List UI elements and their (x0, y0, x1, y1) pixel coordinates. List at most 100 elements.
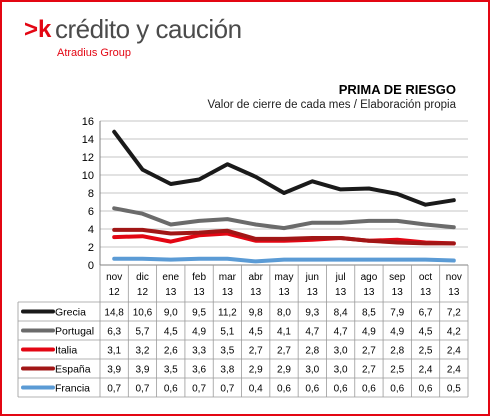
data-label: 4,5 (164, 327, 178, 338)
x-tick-label-year: 13 (194, 287, 206, 298)
x-tick-label-month: may (275, 272, 294, 283)
data-label: 2,6 (164, 346, 178, 357)
data-label: 8,5 (362, 308, 376, 319)
data-label: 0,4 (249, 384, 263, 395)
data-label: 3,9 (136, 365, 150, 376)
x-tick-label-month: jun (305, 272, 319, 283)
series-line-portugal (112, 206, 456, 231)
data-label: 4,7 (305, 327, 319, 338)
y-tick-label: 16 (82, 116, 94, 128)
data-label: 2,9 (277, 365, 291, 376)
data-label: 3,2 (136, 346, 150, 357)
data-label: 7,9 (390, 308, 404, 319)
data-label: 4,1 (277, 327, 291, 338)
series-line-grecia (112, 129, 456, 207)
data-label: 4,7 (334, 327, 348, 338)
data-label: 7,2 (447, 308, 461, 319)
data-label: 3,8 (220, 365, 234, 376)
y-tick-label: 4 (88, 224, 94, 236)
data-label: 3,5 (164, 365, 178, 376)
series-line-francia (112, 256, 456, 264)
data-label: 2,7 (277, 346, 291, 357)
x-tick-label-year: 12 (137, 287, 149, 298)
data-label: 6,7 (419, 308, 433, 319)
data-label: 3,3 (192, 346, 206, 357)
data-label: 0,6 (362, 384, 376, 395)
logo-mark: >k (24, 16, 52, 43)
data-label: 4,9 (362, 327, 376, 338)
data-label: 3,0 (305, 365, 319, 376)
x-tick-label-month: sep (389, 272, 406, 283)
chart-subtitle: Valor de cierre de cada mes / Elaboració… (207, 99, 456, 111)
x-tick-label-month: nov (106, 272, 122, 283)
data-label: 0,6 (164, 384, 178, 395)
data-label: 0,6 (277, 384, 291, 395)
data-label: 9,0 (164, 308, 178, 319)
x-tick-label-year: 13 (222, 287, 234, 298)
y-tick-label: 0 (88, 260, 94, 272)
y-tick-label: 14 (82, 134, 94, 146)
legend-label: Francia (55, 383, 90, 395)
x-tick-label-year: 13 (392, 287, 404, 298)
data-label: 0,7 (107, 384, 121, 395)
data-label: 4,5 (249, 327, 263, 338)
data-label: 2,4 (419, 365, 433, 376)
data-label: 2,9 (249, 365, 263, 376)
data-label: 3,1 (107, 346, 121, 357)
data-label: 2,7 (362, 346, 376, 357)
x-tick-label-year: 13 (250, 287, 262, 298)
chart-title: PRIMA DE RIESGO (338, 82, 456, 97)
y-tick-label: 10 (82, 170, 94, 182)
x-tick-label-month: nov (446, 272, 462, 283)
data-label: 2,5 (390, 365, 404, 376)
logo-subtitle: Atradius Group (57, 47, 131, 59)
y-tick-label: 6 (88, 206, 94, 218)
data-label: 6,3 (107, 327, 121, 338)
x-tick-label-year: 13 (448, 287, 460, 298)
data-label: 2,7 (249, 346, 263, 357)
x-tick-label-month: ago (361, 272, 378, 283)
legend-label: Portugal (55, 326, 94, 338)
data-label: 0,5 (447, 384, 461, 395)
data-label: 2,4 (447, 365, 461, 376)
y-tick-label: 8 (88, 188, 94, 200)
data-label: 0,6 (419, 384, 433, 395)
data-label: 2,4 (447, 346, 461, 357)
data-label: 14,8 (104, 308, 124, 319)
data-label: 2,7 (362, 365, 376, 376)
data-label: 4,9 (192, 327, 206, 338)
legend-label: España (55, 364, 91, 376)
x-tick-label-year: 13 (420, 287, 432, 298)
data-label: 0,6 (334, 384, 348, 395)
y-tick-label: 2 (88, 242, 94, 254)
data-label: 8,0 (277, 308, 291, 319)
x-tick-label-month: oct (419, 272, 433, 283)
data-label: 8,4 (334, 308, 348, 319)
data-label: 9,3 (305, 308, 319, 319)
data-label: 4,2 (447, 327, 461, 338)
data-label: 9,5 (192, 308, 206, 319)
data-label: 0,7 (220, 384, 234, 395)
logo-name: crédito y caución (55, 14, 242, 44)
data-label: 3,9 (107, 365, 121, 376)
data-label: 3,0 (334, 365, 348, 376)
series-line-españa (112, 227, 456, 246)
x-tick-label-month: abr (248, 272, 263, 283)
x-tick-label-month: mar (219, 272, 237, 283)
x-tick-label-year: 13 (363, 287, 375, 298)
data-label: 5,1 (220, 327, 234, 338)
x-tick-label-year: 13 (165, 287, 177, 298)
data-label: 11,2 (218, 308, 237, 319)
data-label: 3,0 (334, 346, 348, 357)
x-tick-label-month: dic (136, 272, 149, 283)
y-tick-label: 12 (82, 152, 94, 164)
data-label: 9,8 (249, 308, 263, 319)
data-label: 5,7 (136, 327, 150, 338)
x-tick-label-month: jul (335, 272, 346, 283)
data-label: 0,7 (192, 384, 206, 395)
data-label: 10,6 (133, 308, 153, 319)
data-label: 2,5 (419, 346, 433, 357)
data-label: 3,5 (220, 346, 234, 357)
data-label: 3,6 (192, 365, 206, 376)
